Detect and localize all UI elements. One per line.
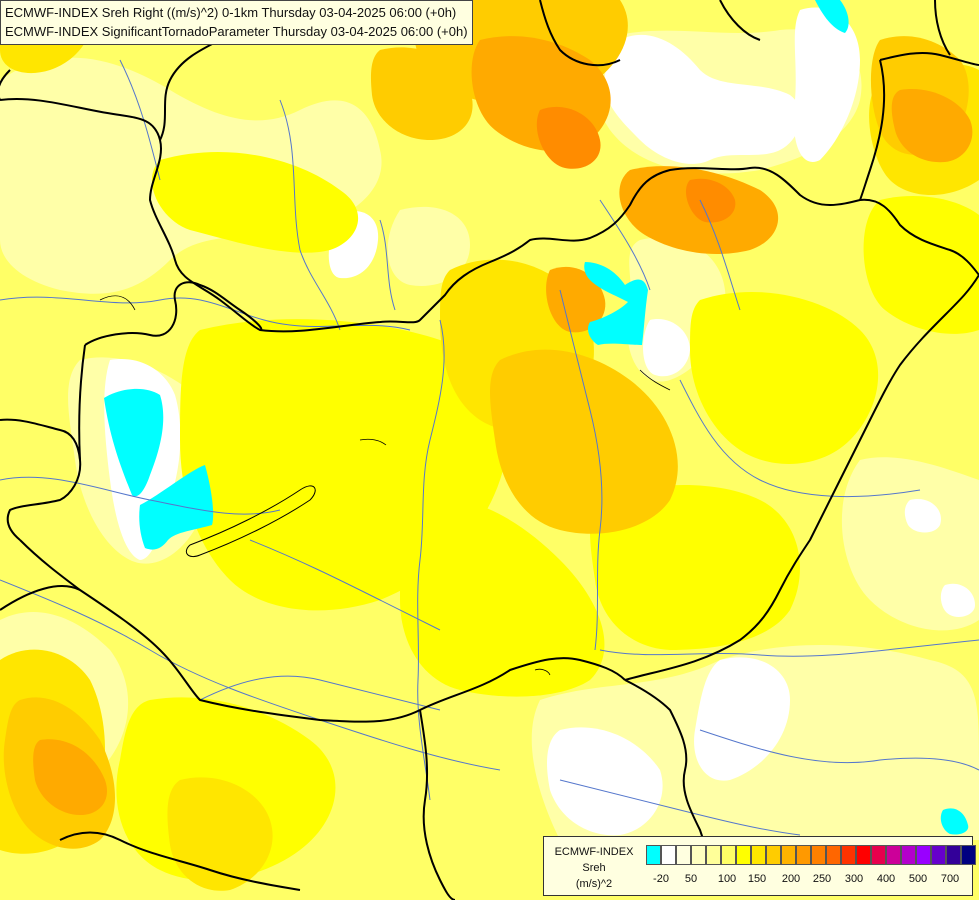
color-legend: ECMWF-INDEX Sreh (m/s)^2 -20 50 100 150 200 2… <box>543 836 976 896</box>
legend-tick-label: 50 <box>684 873 698 885</box>
legend-variable: Sreh <box>582 862 606 874</box>
legend-swatch <box>706 845 721 865</box>
legend-swatch <box>901 845 916 865</box>
legend-swatch <box>811 845 826 865</box>
rivers <box>0 59 979 836</box>
region-borders <box>99 295 671 676</box>
legend-swatch <box>766 845 781 865</box>
legend-swatch <box>646 845 661 865</box>
legend-swatch <box>916 845 931 865</box>
yellow-regions <box>116 151 979 881</box>
legend-tick-label: 100 <box>717 873 737 885</box>
map-title-box: ECMWF-INDEX Sreh Right ((m/s)^2) 0-1km T… <box>0 0 473 45</box>
legend-tick-label: 500 <box>908 873 928 885</box>
legend-swatch <box>871 845 886 865</box>
legend-swatch <box>961 845 976 865</box>
legend-tick-label: 250 <box>812 873 832 885</box>
legend-tick-label: -20 <box>653 873 669 885</box>
legend-tick-label: 700 <box>940 873 960 885</box>
legend-swatch <box>736 845 751 865</box>
legend-swatch <box>751 845 766 865</box>
legend-swatch <box>946 845 961 865</box>
legend-swatch <box>661 845 676 865</box>
cyan-regions <box>104 0 969 835</box>
legend-tick-label: 150 <box>747 873 767 885</box>
legend-swatch <box>931 845 946 865</box>
legend-tick-label: 400 <box>876 873 896 885</box>
legend-swatch <box>691 845 706 865</box>
legend-swatch <box>826 845 841 865</box>
legend-swatch <box>841 845 856 865</box>
deep-orange-regions <box>536 106 736 223</box>
legend-tick-label: 300 <box>844 873 864 885</box>
legend-swatch <box>721 845 736 865</box>
legend-swatch <box>796 845 811 865</box>
legend-swatch <box>886 845 901 865</box>
legend-tick-label: 200 <box>781 873 801 885</box>
lake-outline <box>185 485 316 558</box>
map-title-line-1: ECMWF-INDEX Sreh Right ((m/s)^2) 0-1km T… <box>5 5 457 20</box>
legend-source: ECMWF-INDEX <box>554 846 634 858</box>
legend-swatch <box>781 845 796 865</box>
legend-swatch <box>856 845 871 865</box>
map-title-line-2: ECMWF-INDEX SignificantTornadoParameter … <box>5 24 468 39</box>
legend-unit: (m/s)^2 <box>575 878 613 890</box>
legend-swatch <box>676 845 691 865</box>
